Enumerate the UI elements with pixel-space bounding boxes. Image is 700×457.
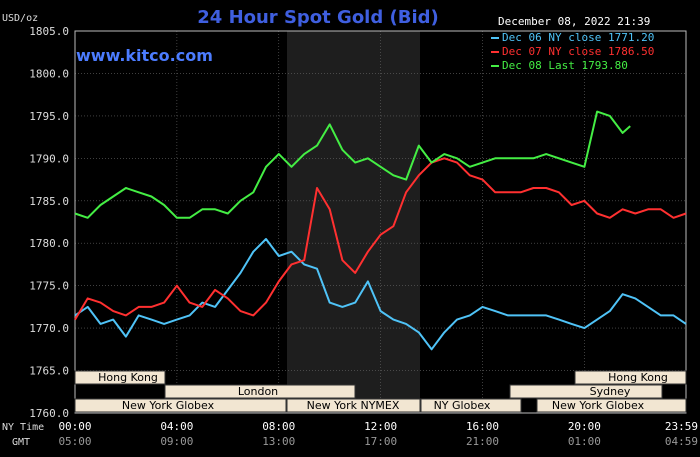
y-tick-7: 1770.0 [29, 322, 69, 335]
legend-dec08: Dec 08 Last 1793.80 [502, 59, 628, 72]
y-tick-9: 1760.0 [29, 407, 69, 420]
x-tick-gmt-3: 17:00 [364, 435, 397, 448]
x-tick-gmt-2: 13:00 [262, 435, 295, 448]
x-tick-ny-3: 12:00 [364, 420, 397, 433]
x-tick-gmt-4: 21:00 [466, 435, 499, 448]
session-ny-globex-mid [420, 398, 522, 413]
y-tick-4: 1785.0 [29, 195, 69, 208]
y-tick-3: 1790.0 [29, 152, 69, 165]
nymex-session-shade [287, 31, 420, 413]
x-tick-ny-0: 00:00 [58, 420, 91, 433]
ny-time-label: NY Time [2, 422, 44, 433]
x-tick-ny-1: 04:00 [160, 420, 193, 433]
y-tick-labels: 1805.0 1800.0 1795.0 1790.0 1785.0 1780.0 1775… [29, 25, 69, 420]
y-tick-0: 1805.0 [29, 25, 69, 38]
y-tick-8: 1765.0 [29, 365, 69, 378]
y-tick-5: 1780.0 [29, 237, 69, 250]
session-sydney [509, 384, 663, 399]
session-ny-globex-left-label: New York Globex [122, 399, 215, 412]
session-hong-kong-left-label: Hong Kong [98, 371, 158, 384]
gmt-label: GMT [12, 437, 30, 448]
session-hong-kong-left [74, 370, 166, 385]
session-ny-nymex [286, 398, 421, 413]
x-tick-gmt-6: 04:59 [665, 435, 698, 448]
plot-border [74, 30, 687, 414]
session-ny-globex-left [74, 398, 287, 413]
session-hong-kong-right [574, 370, 687, 385]
timestamp: December 08, 2022 21:39 [498, 15, 650, 28]
x-tick-gmt-1: 09:00 [160, 435, 193, 448]
x-tick-ny-4: 16:00 [466, 420, 499, 433]
legend-dec06: Dec 06 NY close 1771.20 [502, 31, 654, 44]
session-bars: Hong Kong London New York Globex New Yor… [74, 370, 687, 413]
x-tick-gmt-5: 01:00 [568, 435, 601, 448]
series-line-dec-08 [74, 110, 631, 219]
session-london-label: London [238, 385, 278, 398]
legend: Dec 06 NY close 1771.20 Dec 07 NY close … [491, 31, 654, 72]
y-tick-1: 1800.0 [29, 67, 69, 80]
y-axis-unit: USD/oz [2, 13, 38, 24]
session-hong-kong-right-label: Hong Kong [608, 371, 668, 384]
session-london [164, 384, 356, 399]
session-ny-globex-mid-label: NY Globex [434, 399, 491, 412]
watermark: www.kitco.com [76, 46, 213, 65]
x-tick-labels: 00:00 05:00 04:00 09:00 08:00 13:00 12:00 17:00… [58, 420, 698, 448]
session-ny-nymex-label: New York NYMEX [307, 399, 400, 412]
x-tick-ny-6: 23:59 [665, 420, 698, 433]
x-tick-gmt-0: 05:00 [58, 435, 91, 448]
series-line-dec-07 [74, 157, 687, 321]
x-tick-ny-5: 20:00 [568, 420, 601, 433]
session-sydney-label: Sydney [590, 385, 631, 398]
session-ny-globex-right [536, 398, 687, 413]
series-line-dec-06 [74, 238, 687, 351]
x-tick-ny-2: 08:00 [262, 420, 295, 433]
y-tick-2: 1795.0 [29, 110, 69, 123]
legend-dec07: Dec 07 NY close 1786.50 [502, 45, 654, 58]
chart-title: 24 Hour Spot Gold (Bid) [197, 7, 438, 28]
series-lines [74, 110, 687, 351]
y-tick-6: 1775.0 [29, 280, 69, 293]
session-ny-globex-right-label: New York Globex [552, 399, 645, 412]
